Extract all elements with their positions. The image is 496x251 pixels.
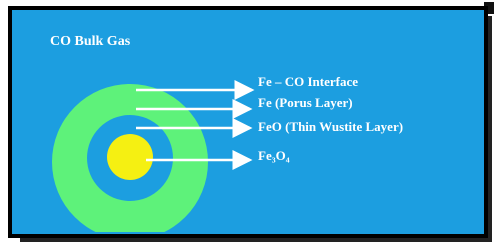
layer-label: Fe₃O₄ [258, 148, 290, 163]
diagram: CO Bulk Gas Fe – CO Interface Fe (Porus … [0, 0, 496, 246]
title: CO Bulk Gas [50, 34, 131, 49]
core [107, 134, 153, 180]
layer-label: Fe – CO Interface [258, 74, 358, 89]
layer-label: Fe (Porus Layer) [258, 95, 353, 110]
layer-label: FeO (Thin Wustite Layer) [258, 119, 403, 134]
